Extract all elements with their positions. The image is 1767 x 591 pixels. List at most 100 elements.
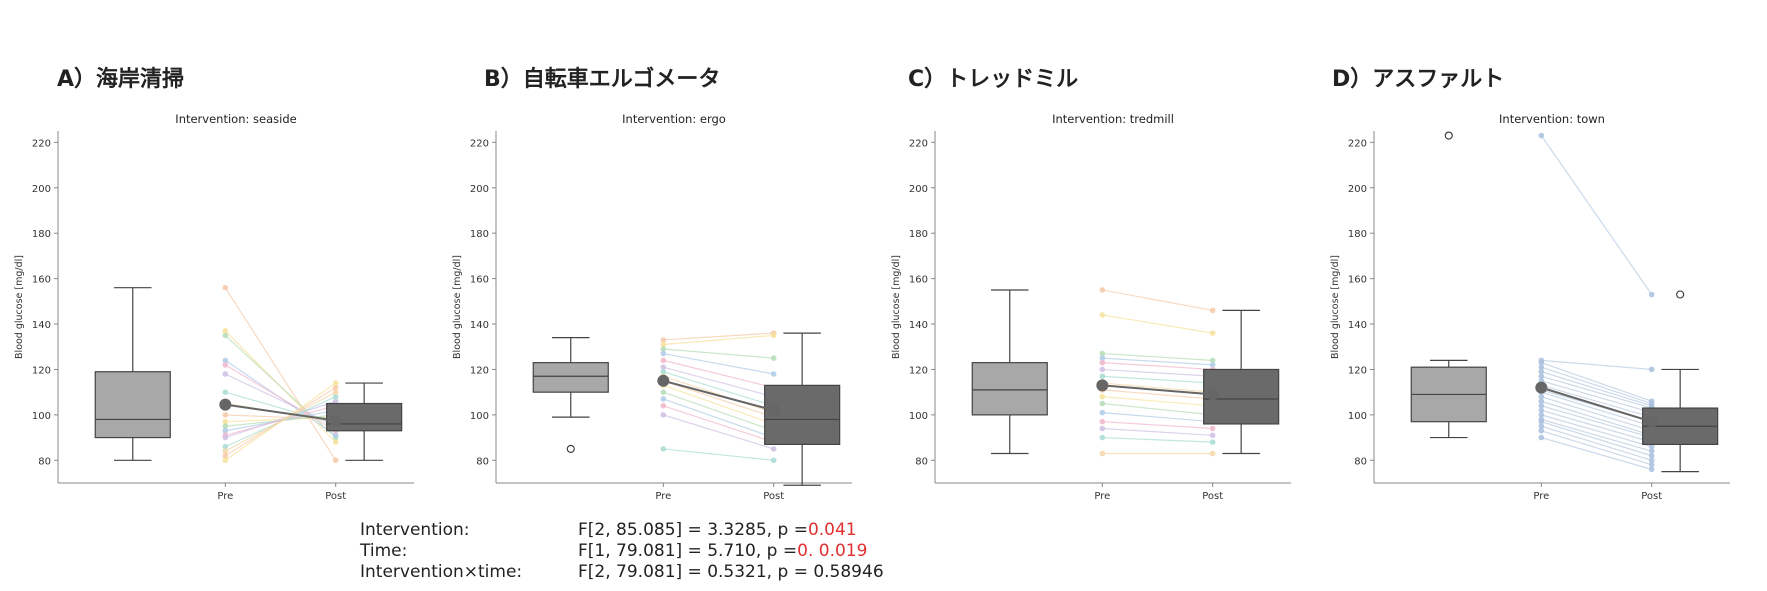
individual-point-post bbox=[332, 384, 339, 391]
individual-point-post bbox=[332, 380, 339, 386]
y-tick-label: 100 bbox=[32, 411, 51, 422]
y-tick-label: 100 bbox=[1348, 411, 1367, 422]
x-tick-label: Post bbox=[325, 491, 346, 502]
individual-point-pre bbox=[222, 371, 229, 377]
individual-point-pre bbox=[1538, 368, 1545, 375]
x-tick-label: Post bbox=[763, 491, 784, 502]
panel-label: B）自転車エルゴメータ bbox=[484, 66, 720, 92]
individual-line bbox=[663, 398, 774, 439]
y-tick-label: 220 bbox=[909, 138, 928, 149]
individual-point-post bbox=[770, 355, 777, 361]
individual-point-post bbox=[1648, 462, 1655, 468]
x-tick-label: Pre bbox=[217, 491, 233, 502]
individual-line bbox=[225, 405, 336, 436]
individual-line bbox=[1541, 375, 1652, 409]
individual-point-post bbox=[1209, 330, 1216, 336]
box-pre-box bbox=[94, 371, 171, 439]
individual-line bbox=[224, 382, 337, 461]
individual-point-pre bbox=[222, 457, 229, 464]
y-tick-label: 120 bbox=[909, 365, 928, 376]
box-pre-box bbox=[971, 362, 1048, 416]
mean-point-pre bbox=[1535, 381, 1548, 394]
y-tick-label: 160 bbox=[32, 275, 51, 286]
individual-point-pre bbox=[660, 357, 667, 364]
individual-line bbox=[1102, 375, 1213, 384]
y-tick-label: 80 bbox=[476, 456, 489, 467]
stat-label: Intervention: bbox=[360, 520, 470, 540]
individual-line bbox=[1541, 391, 1652, 427]
individual-point-pre bbox=[1099, 373, 1106, 380]
individual-point-post bbox=[1648, 466, 1655, 473]
stat-value: F[1, 79.081] = 5.710, p = bbox=[578, 541, 798, 561]
chart-panel-2: B）自転車エルゴメータ Intervention: ergo 80 100 120 140… bbox=[452, 66, 852, 502]
individual-point-pre bbox=[222, 434, 229, 441]
stat-label: Time: bbox=[360, 541, 408, 561]
y-tick-label: 220 bbox=[32, 138, 51, 149]
y-tick-label: 120 bbox=[470, 365, 489, 376]
individual-line bbox=[1102, 382, 1213, 393]
individual-line bbox=[1541, 421, 1652, 457]
individual-line bbox=[1541, 409, 1652, 443]
stats-block: Intervention: F[2, 85.085] = 3.3285, p =… bbox=[360, 520, 884, 583]
individual-point-pre bbox=[1099, 366, 1106, 373]
individual-line bbox=[1541, 396, 1652, 432]
individual-line bbox=[1102, 389, 1213, 400]
individual-point-pre bbox=[1099, 287, 1106, 293]
y-tick-label: 180 bbox=[1348, 229, 1367, 240]
individual-point-pre bbox=[222, 328, 229, 334]
x-tick-label: Post bbox=[1202, 491, 1223, 502]
individual-point-pre bbox=[660, 350, 667, 357]
individual-line bbox=[1102, 314, 1213, 334]
individual-line bbox=[224, 334, 337, 439]
individual-line bbox=[663, 366, 774, 398]
stat-label: Intervention×time: bbox=[360, 562, 523, 582]
individual-point-pre bbox=[1538, 393, 1545, 400]
y-tick-label: 140 bbox=[909, 320, 928, 331]
mean-point-pre bbox=[1096, 379, 1109, 392]
mean-point-pre bbox=[657, 374, 670, 387]
individual-point-pre bbox=[1538, 398, 1545, 405]
individual-line bbox=[1102, 402, 1213, 416]
individual-line bbox=[1541, 362, 1652, 402]
individual-point-pre bbox=[222, 443, 229, 450]
individual-point-pre bbox=[1538, 427, 1545, 434]
y-tick-label: 80 bbox=[1354, 456, 1367, 467]
y-tick-label: 120 bbox=[32, 365, 51, 376]
individual-point-pre bbox=[1099, 418, 1106, 425]
individual-point-pre bbox=[1099, 425, 1106, 432]
y-tick-label: 180 bbox=[909, 229, 928, 240]
individual-point-pre bbox=[660, 412, 667, 418]
individual-point-post bbox=[1648, 443, 1655, 450]
individual-point-pre bbox=[660, 389, 667, 395]
individual-point-post bbox=[1209, 357, 1216, 364]
stat-value: F[2, 79.081] = 0.5321, p = 0.58946 bbox=[578, 562, 884, 582]
subplot-title: Intervention: town bbox=[1499, 112, 1605, 126]
stat-row-interaction: Intervention×time: F[2, 79.081] = 0.5321… bbox=[360, 562, 884, 583]
individual-point-post bbox=[770, 446, 777, 452]
individual-point-post bbox=[1209, 362, 1216, 368]
individual-point-post bbox=[1209, 432, 1216, 439]
individual-point-pre bbox=[1538, 423, 1545, 430]
mean-point-post bbox=[767, 404, 780, 417]
individual-point-post bbox=[770, 457, 777, 464]
y-tick-label: 140 bbox=[1348, 320, 1367, 331]
y-axis-label: Blood glucose [mg/dl] bbox=[1330, 255, 1341, 359]
chart-panel-1: A）海岸清掃 Intervention: seaside 80 100 120 140 16… bbox=[14, 66, 414, 502]
individual-point-post bbox=[1648, 452, 1655, 459]
y-tick-label: 100 bbox=[909, 411, 928, 422]
x-tick-label: Pre bbox=[1094, 491, 1110, 502]
stat-p-value: 0.041 bbox=[807, 520, 857, 540]
mean-line bbox=[663, 379, 774, 412]
individual-line bbox=[663, 391, 774, 432]
individual-point-pre bbox=[222, 418, 229, 425]
individual-point-pre bbox=[1538, 412, 1545, 418]
box-pre-box bbox=[532, 362, 609, 393]
individual-line bbox=[224, 287, 337, 461]
y-tick-label: 180 bbox=[32, 229, 51, 240]
chart-panel-4: D）アスファルト Intervention: town 80 100 120 140 160… bbox=[1330, 67, 1730, 502]
individual-point-pre bbox=[1099, 409, 1106, 416]
individual-point-pre bbox=[1538, 434, 1545, 441]
individual-line bbox=[225, 364, 336, 432]
box-post-flier bbox=[1676, 290, 1685, 299]
individual-line bbox=[663, 384, 774, 425]
